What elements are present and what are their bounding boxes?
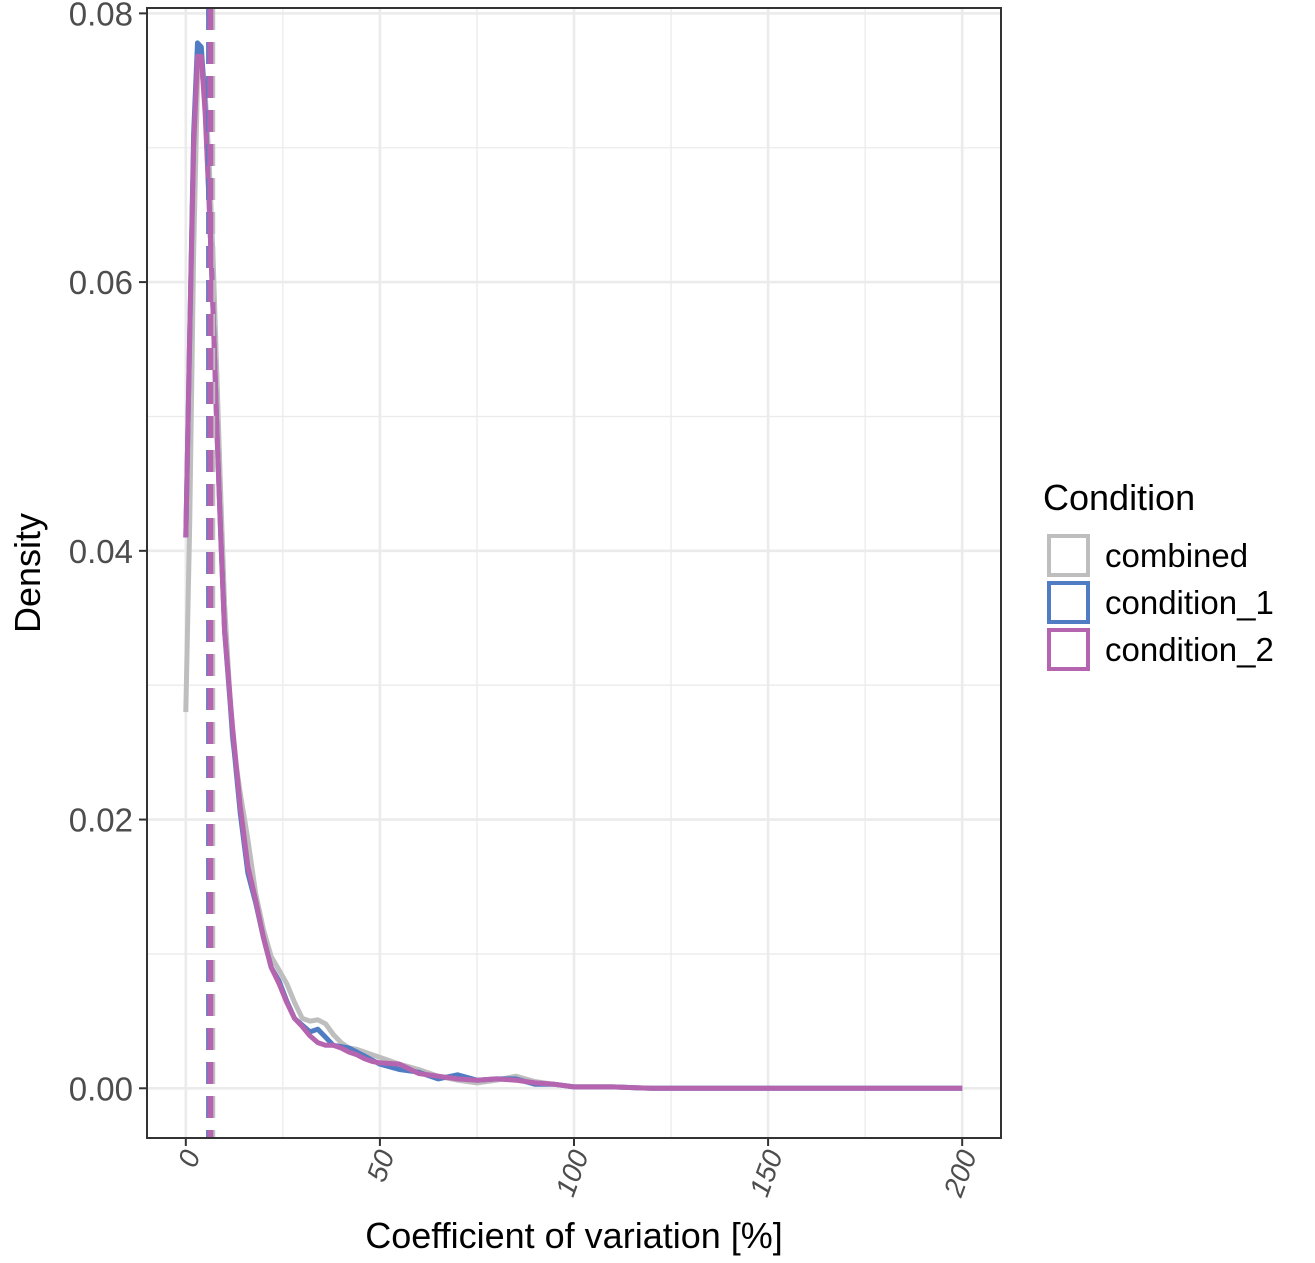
x-tick-label: 100 — [549, 1146, 594, 1201]
y-axis-title: Density — [7, 513, 48, 633]
legend-key-condition-2 — [1047, 628, 1090, 671]
y-tick-label: 0.08 — [69, 0, 133, 32]
y-tick-label: 0.00 — [69, 1070, 133, 1107]
x-tick-label: 200 — [937, 1146, 983, 1202]
x-tick-label: 0 — [172, 1146, 207, 1172]
legend-key-combined — [1047, 534, 1090, 577]
legend-label-condition-1: condition_1 — [1105, 584, 1274, 621]
legend-title: Condition — [1043, 477, 1195, 518]
legend-key-condition-1 — [1047, 581, 1090, 624]
legend-label-condition-2: condition_2 — [1105, 631, 1274, 668]
x-axis-title: Coefficient of variation [%] — [365, 1215, 783, 1256]
x-tick-label: 150 — [744, 1146, 789, 1201]
legend-label-combined: combined — [1105, 537, 1248, 574]
y-tick-label: 0.04 — [69, 533, 133, 570]
y-tick-label: 0.02 — [69, 802, 133, 839]
x-tick-label: 50 — [361, 1146, 401, 1186]
y-tick-label: 0.06 — [69, 264, 133, 301]
